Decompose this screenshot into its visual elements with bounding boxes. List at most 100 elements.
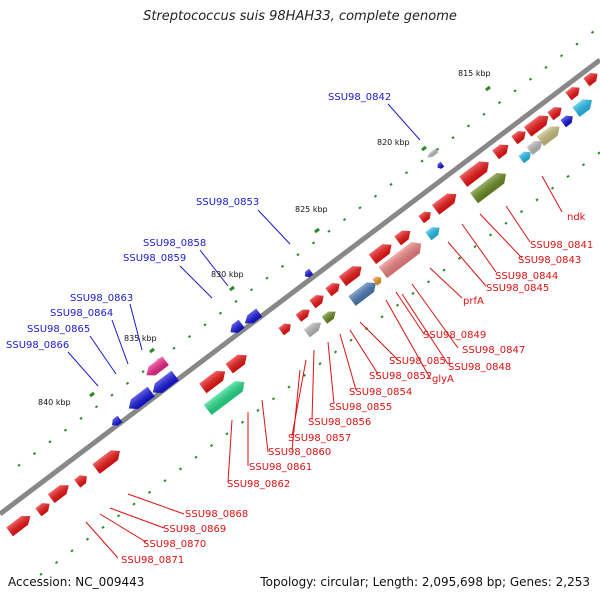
gene-label[interactable]: prfA bbox=[463, 296, 484, 307]
gene-label[interactable]: SSU98_0842 bbox=[328, 92, 391, 103]
gene-feature[interactable] bbox=[225, 351, 251, 374]
gene-label[interactable]: SSU98_0860 bbox=[268, 447, 331, 458]
gene-label[interactable]: SSU98_0847 bbox=[462, 345, 525, 356]
gene-label[interactable]: SSU98_0859 bbox=[123, 253, 186, 264]
gene-label[interactable]: SSU98_0869 bbox=[163, 524, 226, 535]
track-dot bbox=[32, 451, 37, 456]
gene-label[interactable]: SSU98_0868 bbox=[185, 509, 248, 520]
gene-arrow-shade bbox=[152, 370, 179, 394]
gene-label[interactable]: SSU98_0866 bbox=[6, 340, 69, 351]
gene-feature[interactable] bbox=[565, 84, 582, 101]
gene-feature[interactable] bbox=[432, 189, 460, 215]
gene-feature[interactable] bbox=[436, 161, 445, 170]
gene-label[interactable]: SSU98_0863 bbox=[70, 293, 133, 304]
track-dot bbox=[380, 315, 384, 319]
track-dot bbox=[395, 303, 400, 307]
gene-feature[interactable] bbox=[426, 148, 439, 159]
gene-label[interactable]: SSU98_0851 bbox=[389, 356, 452, 367]
leader-line bbox=[327, 341, 335, 405]
gene-label[interactable]: SSU98_0845 bbox=[486, 283, 549, 294]
gene-feature[interactable] bbox=[547, 104, 564, 121]
gene-feature[interactable] bbox=[149, 370, 179, 397]
gene-feature[interactable] bbox=[309, 292, 326, 309]
gene-label[interactable]: SSU98_0855 bbox=[329, 402, 392, 413]
gene-feature[interactable] bbox=[203, 377, 249, 416]
gene-label[interactable]: SSU98_0852 bbox=[369, 371, 432, 382]
track-dot bbox=[575, 42, 579, 46]
gene-feature[interactable] bbox=[47, 481, 72, 504]
gene-feature[interactable] bbox=[92, 446, 123, 474]
track-dot bbox=[125, 381, 130, 385]
gene-feature[interactable] bbox=[394, 227, 413, 246]
gene-label[interactable]: SSU98_0870 bbox=[143, 539, 206, 550]
gene-feature[interactable] bbox=[492, 141, 511, 160]
gene-label[interactable]: SSU98_0864 bbox=[50, 308, 113, 319]
gene-label[interactable]: SSU98_0853 bbox=[196, 197, 259, 208]
gene-feature[interactable] bbox=[199, 367, 229, 394]
leader-line bbox=[359, 321, 399, 361]
track-dot bbox=[116, 514, 121, 518]
gene-feature[interactable] bbox=[572, 95, 595, 117]
gene-label[interactable]: SSU98_0848 bbox=[448, 362, 511, 373]
gene-feature[interactable] bbox=[536, 122, 563, 147]
gene-arrow-shade bbox=[304, 268, 314, 278]
gene-label[interactable]: SSU98_0871 bbox=[121, 555, 184, 566]
gene-arrow-shade bbox=[470, 172, 506, 204]
gene-feature[interactable] bbox=[378, 238, 426, 279]
gene-label[interactable]: SSU98_0856 bbox=[308, 417, 371, 428]
gene-feature[interactable] bbox=[110, 415, 123, 428]
gene-feature[interactable] bbox=[74, 472, 90, 488]
gene-label[interactable]: SSU98_0843 bbox=[518, 255, 581, 266]
gene-feature[interactable] bbox=[227, 319, 245, 336]
gene-feature[interactable] bbox=[470, 169, 510, 204]
gene-label[interactable]: SSU98_0844 bbox=[495, 271, 558, 282]
gene-feature[interactable] bbox=[425, 224, 442, 241]
track-dot bbox=[172, 346, 176, 350]
gene-label[interactable]: ndk bbox=[567, 212, 586, 223]
gene-feature[interactable] bbox=[459, 157, 492, 187]
gene-arrow-shade bbox=[565, 87, 580, 101]
gene-feature[interactable] bbox=[526, 137, 546, 155]
gene-feature[interactable] bbox=[518, 149, 534, 164]
gene-feature[interactable] bbox=[295, 306, 313, 322]
gene-label[interactable]: SSU98_0841 bbox=[530, 240, 593, 251]
gene-feature[interactable] bbox=[125, 386, 155, 413]
gene-arrow-shade bbox=[112, 415, 123, 426]
gene-label[interactable]: SSU98_0857 bbox=[288, 433, 351, 444]
gene-label[interactable]: SSU98_0854 bbox=[349, 387, 412, 398]
leader-line bbox=[461, 223, 497, 273]
gene-label[interactable]: SSU98_0858 bbox=[143, 238, 206, 249]
gene-label[interactable]: SSU98_0862 bbox=[227, 479, 290, 490]
gene-label[interactable]: SSU98_0849 bbox=[423, 330, 486, 341]
gene-feature[interactable] bbox=[524, 111, 552, 137]
gene-feature[interactable] bbox=[368, 240, 395, 265]
gene-label[interactable]: SSU98_0865 bbox=[27, 324, 90, 335]
gene-feature[interactable] bbox=[338, 262, 365, 287]
gene-arrow-shade bbox=[437, 161, 445, 169]
leader-line bbox=[349, 329, 379, 375]
gene-feature[interactable] bbox=[143, 356, 169, 379]
gene-arrow-shade bbox=[492, 144, 509, 160]
gene-feature[interactable] bbox=[418, 209, 434, 224]
gene-label[interactable]: glyA bbox=[432, 374, 454, 385]
gene-label[interactable]: SSU98_0861 bbox=[249, 462, 312, 473]
leader-line bbox=[541, 175, 563, 213]
gene-feature[interactable] bbox=[242, 308, 263, 328]
track-dot bbox=[566, 174, 570, 178]
gene-feature[interactable] bbox=[325, 280, 342, 297]
gene-feature[interactable] bbox=[278, 321, 294, 336]
leader-line bbox=[395, 291, 425, 335]
gene-feature[interactable] bbox=[511, 128, 528, 145]
gene-feature[interactable] bbox=[560, 113, 576, 128]
gene-feature[interactable] bbox=[6, 512, 33, 537]
gene-arrow-shade bbox=[295, 309, 310, 322]
gene-feature[interactable] bbox=[372, 274, 383, 286]
gene-feature[interactable] bbox=[348, 278, 379, 306]
gene-feature[interactable] bbox=[303, 268, 314, 279]
gene-feature[interactable] bbox=[321, 308, 339, 324]
gene-feature[interactable] bbox=[35, 500, 52, 517]
gene-feature[interactable] bbox=[303, 319, 324, 338]
gene-feature[interactable] bbox=[583, 70, 600, 87]
genome-summary-text: Topology: circular; Length: 2,095,698 bp… bbox=[260, 575, 590, 589]
